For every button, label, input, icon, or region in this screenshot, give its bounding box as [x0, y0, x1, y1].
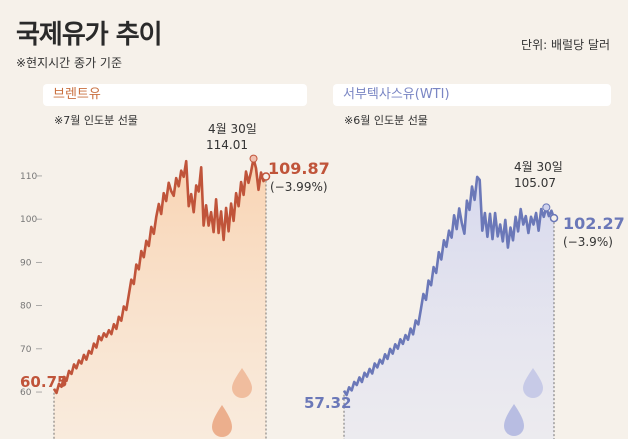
y-tick-label: 100	[20, 215, 37, 225]
oil-drop-icon	[523, 368, 543, 398]
brent-contract-note: ※7월 인도분 선물	[54, 114, 138, 127]
wti-end-change: (−3.9%)	[563, 235, 613, 249]
y-tick-label: 70	[20, 345, 32, 355]
wti-contract-note: ※6월 인도분 선물	[344, 114, 428, 127]
oil-drop-icon	[232, 368, 252, 398]
brent-end-change: (−3.99%)	[270, 180, 328, 194]
wti-panel-label: 서부텍사스유(WTI)	[333, 84, 611, 106]
brent-end-value: 109.87	[268, 159, 330, 178]
wti-end-value: 102.27	[563, 214, 625, 233]
wti-area-fill	[344, 176, 554, 439]
brent-price-line	[52, 157, 268, 395]
brent-peak-marker	[249, 154, 258, 163]
wti-start-value: 57.32	[304, 394, 351, 412]
wti-peak-value: 105.07	[514, 176, 556, 190]
y-tick-label: 80	[20, 302, 32, 312]
oil-drop-icon	[504, 404, 524, 436]
brent-peak-value: 114.01	[206, 138, 248, 152]
y-tick-label: 90	[20, 258, 32, 268]
oil-drop-icon	[212, 405, 232, 437]
page-subtitle: ※현지시간 종가 기준	[16, 56, 123, 70]
wti-end-marker	[549, 213, 559, 223]
brent-y-axis: 60 70 80 90 100 110	[20, 172, 42, 398]
y-tick-label: 110	[20, 172, 37, 182]
brent-start-value: 60.75	[20, 373, 67, 391]
brent-panel-label: 브렌트유	[43, 84, 307, 106]
wti-price-line	[342, 175, 556, 397]
brent-end-marker	[261, 172, 271, 181]
wti-peak-date: 4월 30일	[514, 160, 563, 174]
brent-peak-date: 4월 30일	[208, 122, 257, 136]
page-title: 국제유가 추이	[16, 20, 163, 50]
y-tick-label: 60	[20, 388, 32, 398]
unit-label: 단위: 배럴당 달러	[521, 38, 610, 52]
wti-peak-marker	[542, 203, 551, 212]
